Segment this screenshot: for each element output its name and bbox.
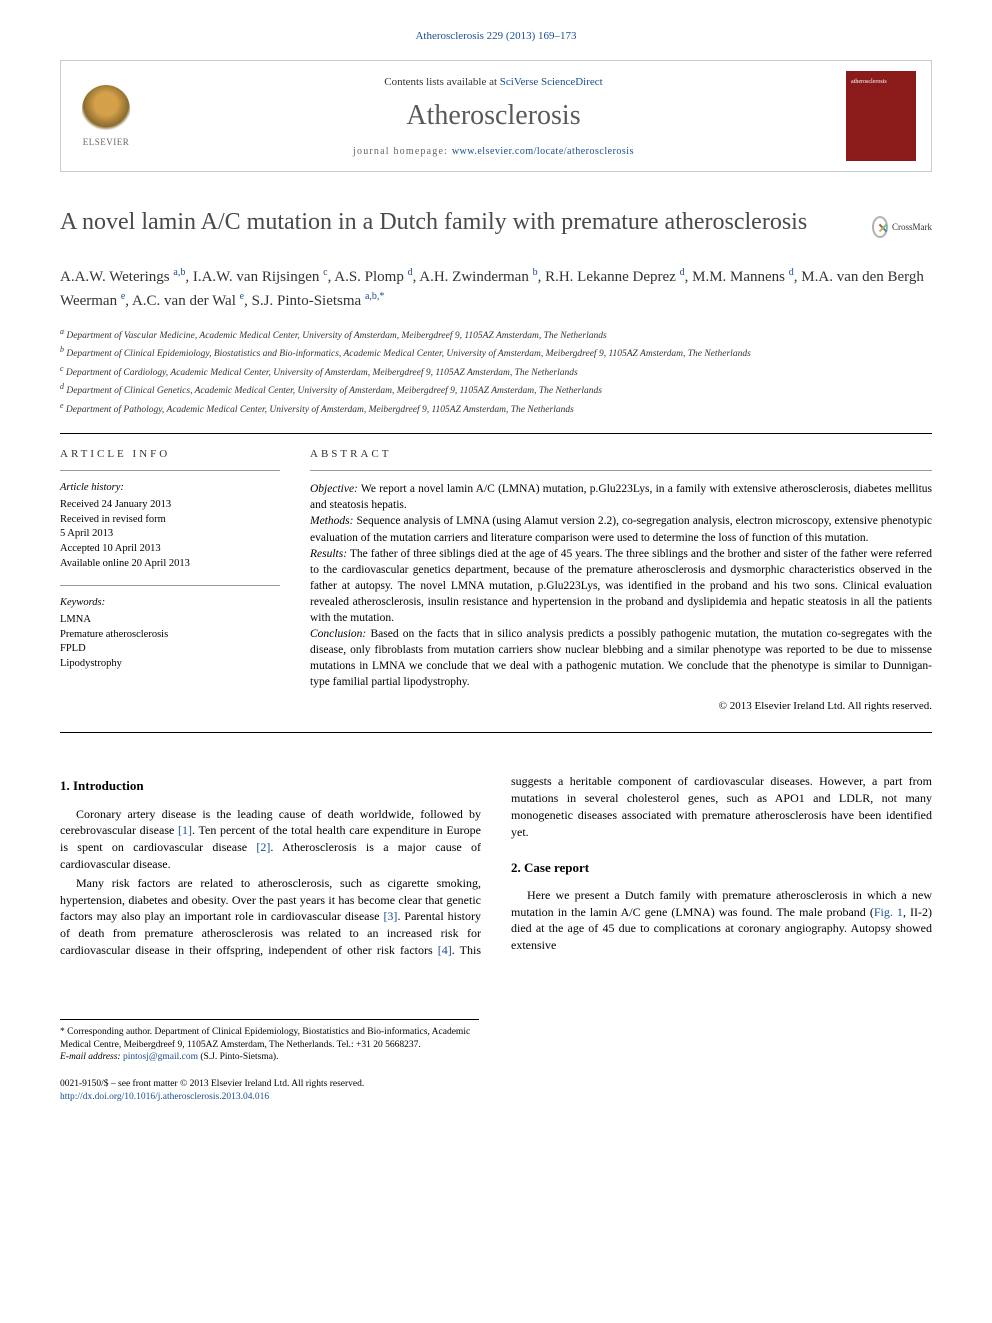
journal-name: Atherosclerosis (156, 100, 831, 132)
corresponding-email-link[interactable]: pintosj@gmail.com (123, 1052, 198, 1062)
fig-link-1[interactable]: Fig. 1 (874, 905, 903, 919)
affiliation-line: b Department of Clinical Epidemiology, B… (60, 344, 932, 361)
abstract-section: ABSTRACT Objective: We report a novel la… (310, 448, 932, 712)
article-body: 1. Introduction Coronary artery disease … (60, 773, 932, 958)
section-divider (60, 732, 932, 733)
history-line: Received 24 January 2013 (60, 498, 280, 513)
ref-link-3[interactable]: [3] (383, 909, 397, 923)
history-line: 5 April 2013 (60, 527, 280, 542)
affiliations-list: a Department of Vascular Medicine, Acade… (60, 326, 932, 417)
corresponding-author-note: * Corresponding author. Department of Cl… (60, 1026, 479, 1052)
crossmark-icon (872, 216, 888, 238)
case-report-paragraph-1: Here we present a Dutch family with prem… (511, 887, 932, 954)
ref-link-4[interactable]: [4] (438, 943, 452, 957)
article-info-sidebar: ARTICLE INFO Article history: Received 2… (60, 448, 280, 712)
affiliation-line: c Department of Cardiology, Academic Med… (60, 363, 932, 380)
journal-homepage-link[interactable]: www.elsevier.com/locate/atherosclerosis (452, 146, 634, 157)
affiliation-line: e Department of Pathology, Academic Medi… (60, 400, 932, 417)
page-footer: 0021-9150/$ – see front matter © 2013 El… (60, 1078, 932, 1104)
abstract-section-text: Results: The father of three siblings di… (310, 546, 932, 626)
elsevier-logo: ELSEVIER (76, 81, 136, 151)
journal-cover-thumbnail (846, 71, 916, 161)
author-list: A.A.W. Weterings a,b, I.A.W. van Rijsing… (60, 265, 932, 312)
history-line: Received in revised form (60, 513, 280, 528)
keywords-title: Keywords: (60, 596, 280, 611)
homepage-prefix: journal homepage: (353, 146, 452, 157)
history-line: Accepted 10 April 2013 (60, 542, 280, 557)
abstract-section-text: Methods: Sequence analysis of LMNA (usin… (310, 513, 932, 545)
sciencedirect-link[interactable]: SciVerse ScienceDirect (500, 76, 603, 88)
correspondence-footnote: * Corresponding author. Department of Cl… (60, 1019, 479, 1064)
affiliation-line: d Department of Clinical Genetics, Acade… (60, 381, 932, 398)
email-line: E-mail address: pintosj@gmail.com (S.J. … (60, 1051, 479, 1064)
intro-paragraph-1: Coronary artery disease is the leading c… (60, 806, 481, 873)
contents-available-line: Contents lists available at SciVerse Sci… (156, 76, 831, 88)
abstract-heading: ABSTRACT (310, 448, 932, 460)
contents-prefix: Contents lists available at (384, 76, 499, 88)
doi-link[interactable]: http://dx.doi.org/10.1016/j.atherosclero… (60, 1092, 269, 1102)
affiliation-line: a Department of Vascular Medicine, Acade… (60, 326, 932, 343)
citation-header: Atherosclerosis 229 (2013) 169–173 (60, 30, 932, 42)
history-line: Available online 20 April 2013 (60, 557, 280, 572)
journal-homepage-line: journal homepage: www.elsevier.com/locat… (156, 146, 831, 157)
keyword-item: LMNA (60, 613, 280, 628)
section-divider (60, 433, 932, 434)
publisher-box: ELSEVIER Contents lists available at Sci… (60, 60, 932, 172)
abstract-section-text: Conclusion: Based on the facts that in s… (310, 626, 932, 690)
keyword-item: Lipodystrophy (60, 657, 280, 672)
abstract-copyright: © 2013 Elsevier Ireland Ltd. All rights … (310, 700, 932, 712)
abstract-section-text: Objective: We report a novel lamin A/C (… (310, 481, 932, 513)
article-title: A novel lamin A/C mutation in a Dutch fa… (60, 207, 852, 238)
section-1-heading: 1. Introduction (60, 777, 481, 795)
section-2-heading: 2. Case report (511, 859, 932, 877)
article-history-title: Article history: (60, 481, 280, 496)
keyword-item: FPLD (60, 642, 280, 657)
ref-link-2[interactable]: [2] (256, 840, 270, 854)
ref-link-1[interactable]: [1] (178, 823, 192, 837)
elsevier-label: ELSEVIER (83, 137, 130, 147)
article-info-heading: ARTICLE INFO (60, 448, 280, 460)
crossmark-badge[interactable]: CrossMark (872, 207, 932, 247)
issn-line: 0021-9150/$ – see front matter © 2013 El… (60, 1078, 932, 1091)
crossmark-label: CrossMark (892, 222, 932, 232)
elsevier-tree-icon (82, 85, 130, 133)
keyword-item: Premature atherosclerosis (60, 628, 280, 643)
